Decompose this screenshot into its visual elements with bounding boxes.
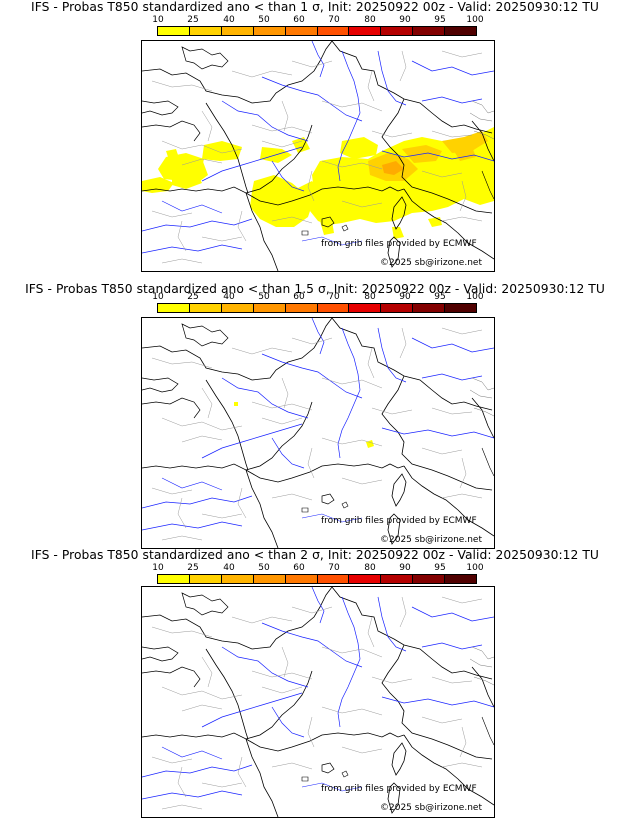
colorbar-label: 50 — [258, 15, 270, 25]
panel-1: IFS - Probas T850 standardized ano < tha… — [0, 0, 630, 276]
colorbar-segment — [317, 27, 350, 35]
colorbar-segment — [158, 27, 190, 35]
colorbar-label: 80 — [364, 563, 376, 573]
colorbar-label: 90 — [399, 15, 411, 25]
colorbar-label: 60 — [293, 15, 305, 25]
colorbar-segment — [285, 575, 318, 583]
colorbar-segment — [221, 27, 254, 35]
colorbar-label: 80 — [364, 15, 376, 25]
map-svg — [142, 587, 494, 817]
colorbar-segment — [445, 27, 477, 35]
colorbar-label: 25 — [187, 563, 199, 573]
colorbar-label: 70 — [328, 15, 340, 25]
panel-3: IFS - Probas T850 standardized ano < tha… — [0, 548, 630, 828]
colorbar-segment — [285, 27, 318, 35]
colorbar-label: 10 — [152, 563, 164, 573]
colorbar-segment — [445, 304, 477, 312]
colorbar-label: 80 — [364, 292, 376, 302]
colorbar-segment — [189, 27, 222, 35]
map-frame: from grib files provided by ECMWF ©2025 … — [141, 40, 495, 272]
colorbar-label: 95 — [434, 15, 446, 25]
colorbar-label: 60 — [293, 563, 305, 573]
colorbar-label: 25 — [187, 15, 199, 25]
colorbar-segment — [221, 304, 254, 312]
colorbar-segment — [253, 575, 286, 583]
probability-fill — [142, 127, 494, 239]
colorbar-labels: 10 25 40 50 60 70 80 90 95 100 — [150, 292, 490, 302]
panel-2: IFS - Probas T850 standardized ano < tha… — [0, 282, 630, 549]
colorbar — [157, 574, 477, 584]
colorbar-segment — [349, 27, 382, 35]
colorbar-segment — [253, 304, 286, 312]
colorbar-segment — [413, 27, 446, 35]
copyright-credit: ©2025 sb@irizone.net — [380, 535, 482, 545]
colorbar-segment — [285, 304, 318, 312]
colorbar-label: 100 — [466, 563, 484, 573]
colorbar-label: 40 — [223, 292, 235, 302]
colorbar-segment — [317, 575, 350, 583]
colorbar-segment — [158, 304, 190, 312]
panel-title: IFS - Probas T850 standardized ano < tha… — [31, 548, 599, 562]
map-frame: from grib files provided by ECMWF ©2025 … — [141, 586, 495, 818]
colorbar-label: 90 — [399, 292, 411, 302]
map-svg — [142, 41, 494, 271]
colorbar-segment — [253, 27, 286, 35]
panel-title: IFS - Probas T850 standardized ano < tha… — [25, 282, 605, 296]
colorbar-segment — [158, 575, 190, 583]
colorbar-segment — [317, 304, 350, 312]
colorbar-segment — [221, 575, 254, 583]
colorbar-segment — [413, 575, 446, 583]
colorbar-label: 70 — [328, 563, 340, 573]
colorbar-segment — [381, 575, 414, 583]
colorbar-label: 60 — [293, 292, 305, 302]
colorbar-label: 100 — [466, 15, 484, 25]
colorbar-segment — [381, 304, 414, 312]
colorbar-label: 40 — [223, 15, 235, 25]
colorbar-label: 70 — [328, 292, 340, 302]
colorbar-segment — [349, 575, 382, 583]
probability-fill — [234, 402, 374, 448]
panel-title: IFS - Probas T850 standardized ano < tha… — [31, 0, 599, 14]
colorbar-label: 90 — [399, 563, 411, 573]
colorbar-segment — [381, 27, 414, 35]
colorbar-label: 95 — [434, 563, 446, 573]
copyright-credit: ©2025 sb@irizone.net — [380, 803, 482, 813]
colorbar-segment — [189, 304, 222, 312]
colorbar-label: 95 — [434, 292, 446, 302]
map-svg — [142, 318, 494, 548]
colorbar-labels: 10 25 40 50 60 70 80 90 95 100 — [150, 15, 490, 25]
map-frame: from grib files provided by ECMWF ©2025 … — [141, 317, 495, 549]
colorbar-segment — [445, 575, 477, 583]
colorbar — [157, 303, 477, 313]
colorbar-label: 10 — [152, 292, 164, 302]
colorbar — [157, 26, 477, 36]
colorbar-labels: 10 25 40 50 60 70 80 90 95 100 — [150, 563, 490, 573]
source-credit: from grib files provided by ECMWF — [321, 784, 477, 794]
colorbar-segment — [189, 575, 222, 583]
copyright-credit: ©2025 sb@irizone.net — [380, 258, 482, 268]
colorbar-label: 100 — [466, 292, 484, 302]
colorbar-label: 50 — [258, 563, 270, 573]
colorbar-label: 40 — [223, 563, 235, 573]
colorbar-segment — [349, 304, 382, 312]
colorbar-label: 10 — [152, 15, 164, 25]
source-credit: from grib files provided by ECMWF — [321, 239, 477, 249]
colorbar-segment — [413, 304, 446, 312]
colorbar-label: 25 — [187, 292, 199, 302]
source-credit: from grib files provided by ECMWF — [321, 516, 477, 526]
colorbar-label: 50 — [258, 292, 270, 302]
